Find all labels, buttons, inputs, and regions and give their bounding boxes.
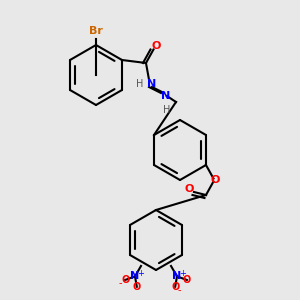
Text: H: H [136,79,143,89]
Text: O: O [133,282,141,292]
Text: N: N [130,272,140,281]
Text: O: O [171,282,179,292]
Text: +: + [137,269,144,278]
Text: N: N [161,91,170,101]
Text: H: H [163,104,170,115]
Text: Br: Br [89,26,103,37]
Text: -: - [119,278,122,288]
Text: O: O [183,275,191,285]
Text: O: O [152,41,161,52]
Text: N: N [147,79,157,89]
Text: N: N [172,272,182,281]
Text: +: + [179,269,186,278]
Text: O: O [185,184,194,194]
Text: O: O [210,175,220,185]
Text: O: O [121,275,129,285]
Text: -: - [178,285,181,295]
